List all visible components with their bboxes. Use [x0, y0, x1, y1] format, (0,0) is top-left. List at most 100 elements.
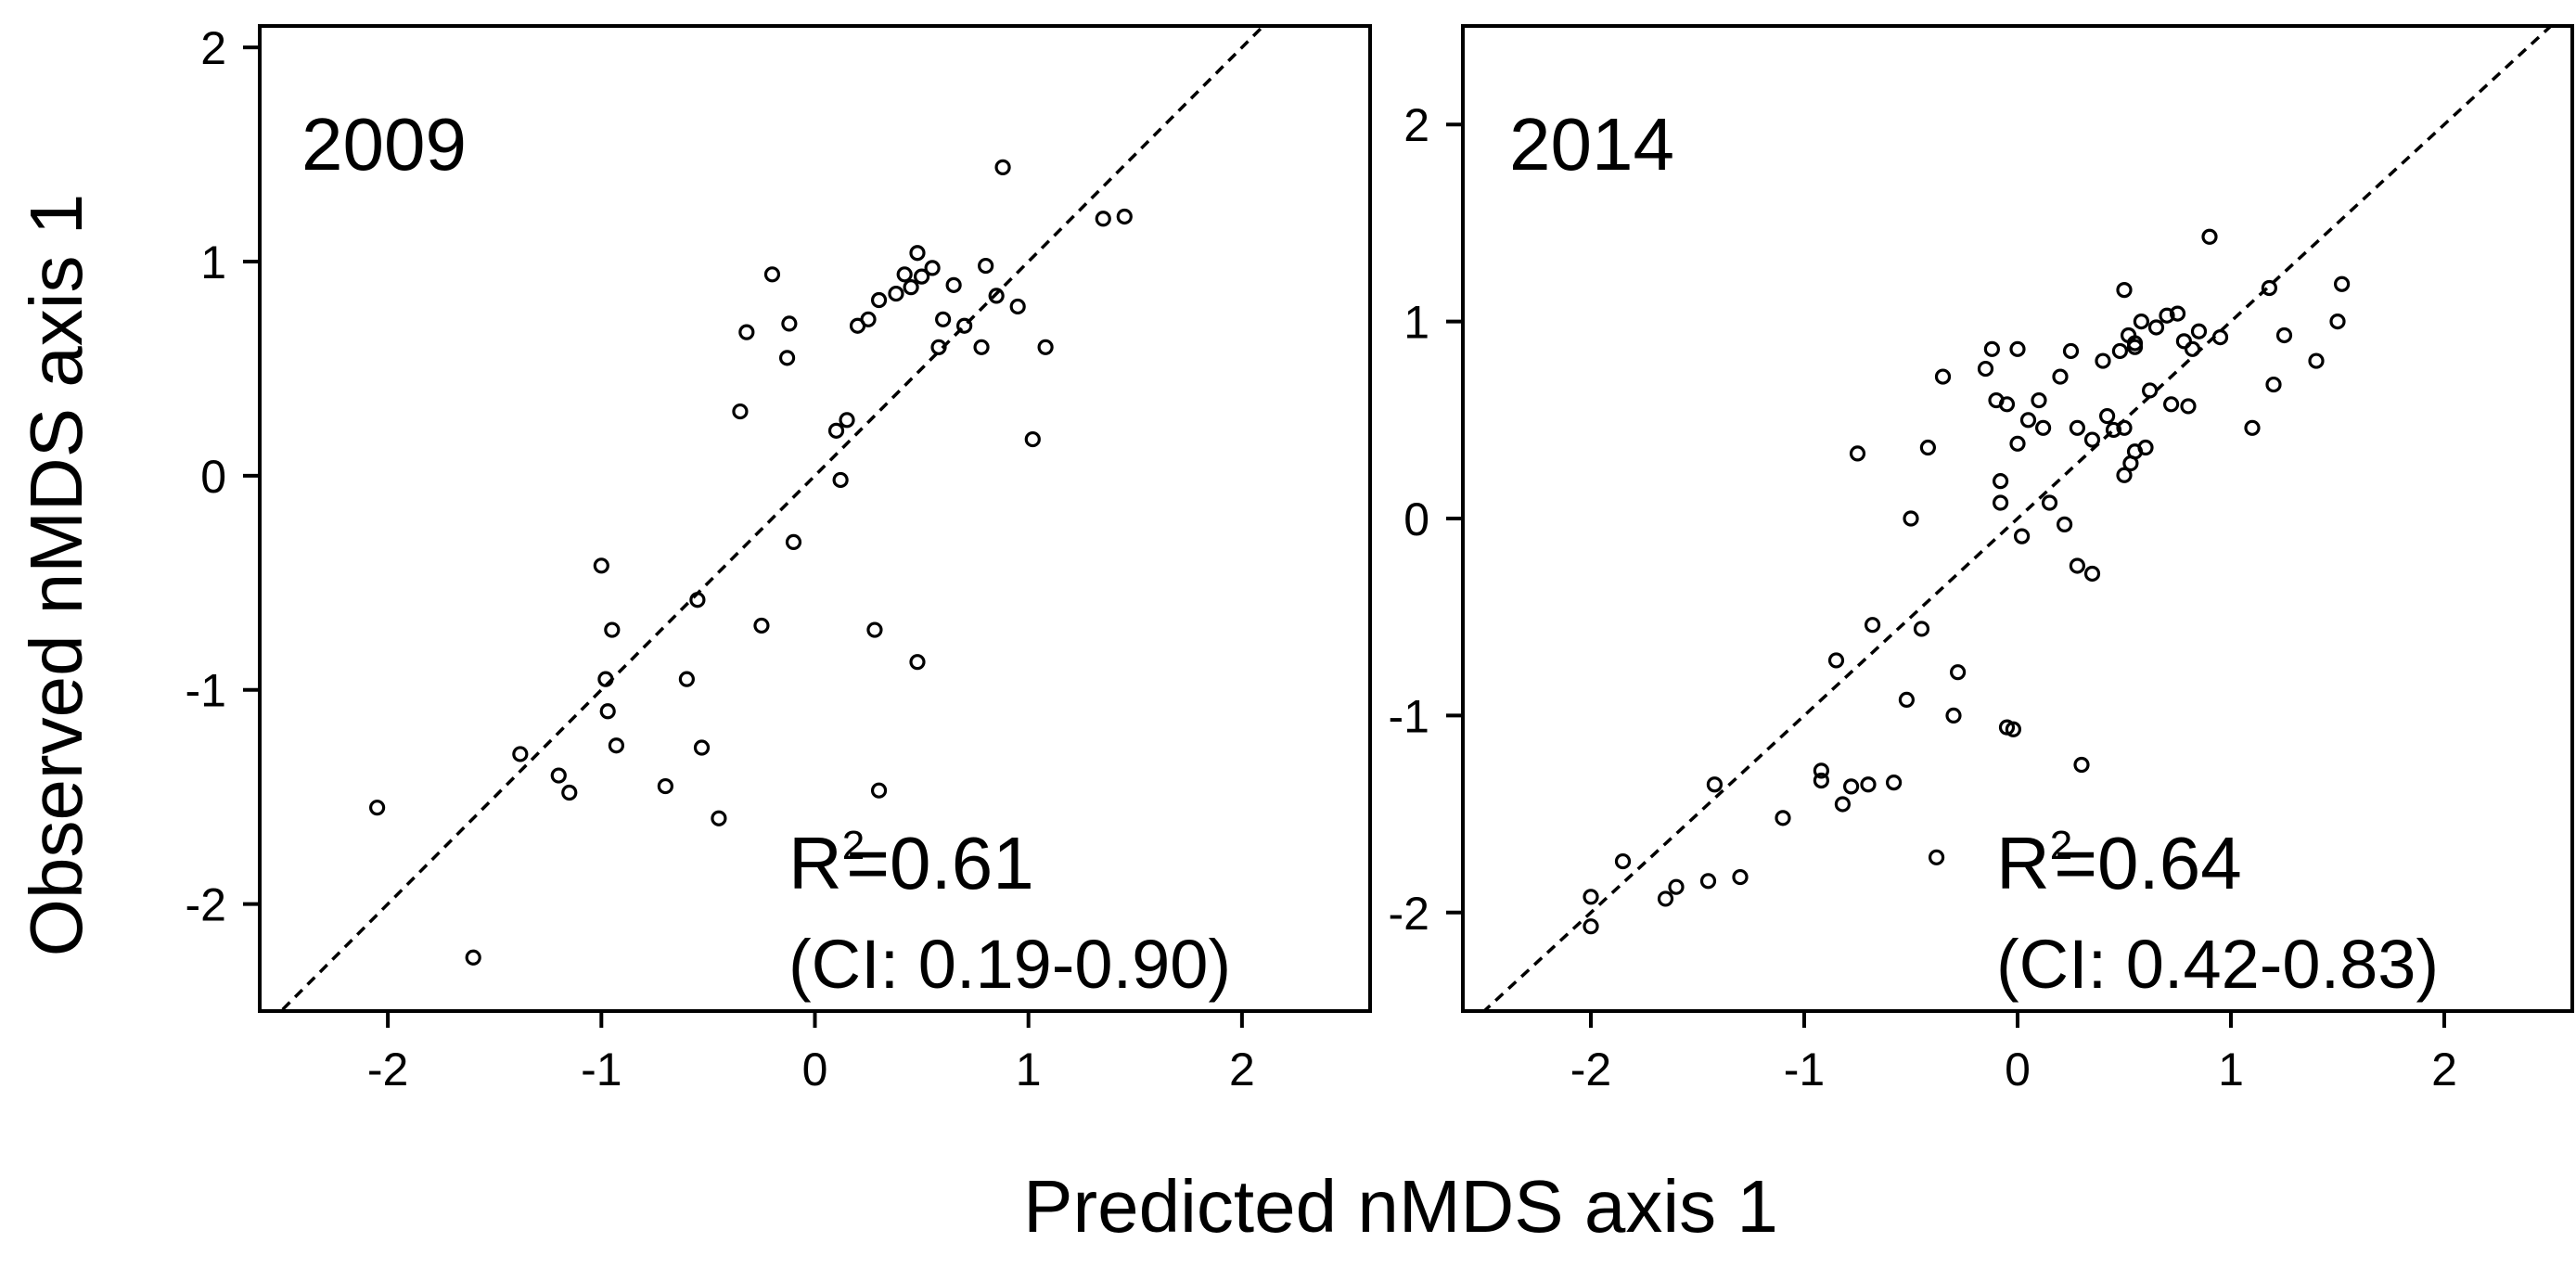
panel-2014-point: [2175, 333, 2192, 350]
panel-2009-y-tick-label: 1: [200, 237, 226, 288]
panel-2014-point: [1706, 776, 1724, 793]
panel-2014-y-axis: -2 -1 0 1 2: [1389, 99, 1463, 940]
panel-2009-r2: R2=0.61: [788, 822, 1034, 904]
panel-2009-point: [866, 621, 883, 638]
panel-2009-x-tick-label: 1: [1016, 1044, 1042, 1095]
panel-2009-point: [827, 422, 845, 439]
panel-2014-point: [1950, 664, 1967, 681]
panel-2014-point: [2069, 557, 2085, 574]
panel-2009-x-tick-label: -1: [581, 1044, 622, 1095]
panel-2014-point: [2041, 494, 2058, 511]
panel-2014-y-tick-label: -1: [1389, 690, 1429, 742]
panel-2014-point: [2126, 335, 2144, 352]
panel-2014-point: [2185, 340, 2201, 357]
panel-2009-point: [785, 533, 802, 550]
panel-2014-point: [1668, 878, 1685, 895]
panel-2009-point: [935, 311, 952, 327]
panel-2014-point: [2329, 314, 2346, 330]
panel-2009-point: [839, 412, 855, 429]
panel-2014-point: [2163, 396, 2180, 413]
panel-2009-point: [896, 266, 913, 283]
shared-y-axis-title: Observed nMDS axis 1: [15, 194, 97, 957]
panel-2014-point: [2275, 327, 2293, 344]
panel-2014-point: [1885, 775, 1903, 791]
panel-2009-point: [973, 339, 990, 355]
panel-2014-point: [1732, 868, 1749, 886]
panel-2009-point: [909, 245, 926, 262]
panel-2014-point: [1913, 621, 1930, 637]
panel-2014-point: [2169, 305, 2186, 322]
panel-2009-point: [988, 288, 1005, 304]
panel-2009-point: [781, 315, 798, 332]
panel-2014-point: [2334, 275, 2351, 292]
panel-2009-x-tick-label: 0: [802, 1044, 828, 1095]
panel-2009-point: [888, 285, 904, 302]
panel-2009-y-tick-label: 2: [200, 22, 226, 74]
panel-2014-point: [1977, 360, 1994, 378]
panel-2014-point: [2009, 435, 2026, 452]
panel-2014-point: [1864, 617, 1881, 634]
panel-2014-point: [1775, 810, 1791, 826]
panel-2014-point: [2201, 228, 2218, 245]
panel-2014-point: [2035, 419, 2052, 436]
panel-2014-point: [1993, 473, 2009, 490]
panel-2014-point: [2265, 376, 2282, 393]
panel-2014-point: [2073, 756, 2090, 774]
panel-2009-x-tick-label: -2: [367, 1044, 408, 1095]
panel-2014-point: [2014, 528, 2031, 544]
panel-2009-point: [678, 671, 695, 687]
panel-2014-point: [2147, 319, 2165, 336]
panel-2014-point: [2211, 328, 2229, 346]
panel-2014-point: [2244, 419, 2261, 436]
panel-2009-point: [763, 266, 781, 283]
panel-2009-title: 2009: [301, 103, 467, 186]
panel-2014-point: [2116, 282, 2133, 299]
panel-2014-point: [1813, 762, 1830, 779]
panel-2014-point: [2190, 323, 2208, 339]
panel-2009-point: [870, 291, 888, 309]
panel-2014-point: [1614, 852, 1632, 870]
panel-2014-point: [2062, 342, 2080, 360]
panel-2014-point: [2137, 439, 2154, 456]
panel-2014-point: [2133, 314, 2149, 330]
panel-2009-point: [732, 403, 749, 420]
panel-2009-point: [778, 350, 796, 366]
panel-2009: -2 -1 0 1 2 -2 -1 0 1 2 2009 R2=0.61 (CI: 0.19-0…: [186, 22, 1372, 1095]
panel-2014-point: [2159, 307, 2175, 324]
panel-2014-point: [1998, 396, 2016, 413]
panel-2014-point: [2083, 565, 2101, 583]
panel-2009-point: [978, 257, 994, 275]
panel-2014-point: [2116, 419, 2133, 436]
panel-2014-point: [1583, 918, 1599, 935]
panel-2014-point: [1699, 873, 1717, 890]
panel-2014-point: [2111, 342, 2128, 360]
panel-2009-point: [903, 279, 919, 296]
panel-2014-point: [1903, 510, 1919, 527]
panel-2014-y-tick-label: 2: [1403, 99, 1429, 151]
panel-2009-point: [604, 621, 621, 638]
panel-2009-point: [689, 592, 706, 608]
panel-2014: -2 -1 0 1 2 -2 -1 0 1 2 2014 R2=0.64 (CI: 0.42-0…: [1389, 24, 2574, 1095]
panel-2014-point: [2116, 467, 2133, 483]
panel-2009-point: [608, 737, 625, 754]
panel-2014-point: [2031, 391, 2047, 409]
panel-2014-point: [1583, 889, 1599, 905]
panel-2014-point: [2009, 340, 2026, 357]
panel-2009-x-tick-label: 2: [1229, 1044, 1255, 1095]
panel-2014-point: [1983, 340, 2000, 357]
panel-2014-point: [1898, 691, 1915, 709]
panel-2014-point: [2099, 407, 2116, 425]
panel-2009-y-tick-label: -1: [186, 665, 226, 717]
panel-2014-point: [1834, 796, 1852, 813]
panel-2009-points: [369, 159, 1133, 966]
panel-2009-point: [945, 276, 962, 293]
panel-2009-point: [1037, 339, 1054, 355]
panel-2009-point: [657, 777, 673, 795]
panel-2014-point: [1813, 772, 1830, 789]
panel-2009-point: [711, 810, 727, 826]
panel-2009-point: [599, 703, 616, 720]
panel-2009-point: [693, 739, 711, 756]
panel-2009-point: [465, 949, 481, 966]
panel-2009-point: [550, 767, 567, 784]
